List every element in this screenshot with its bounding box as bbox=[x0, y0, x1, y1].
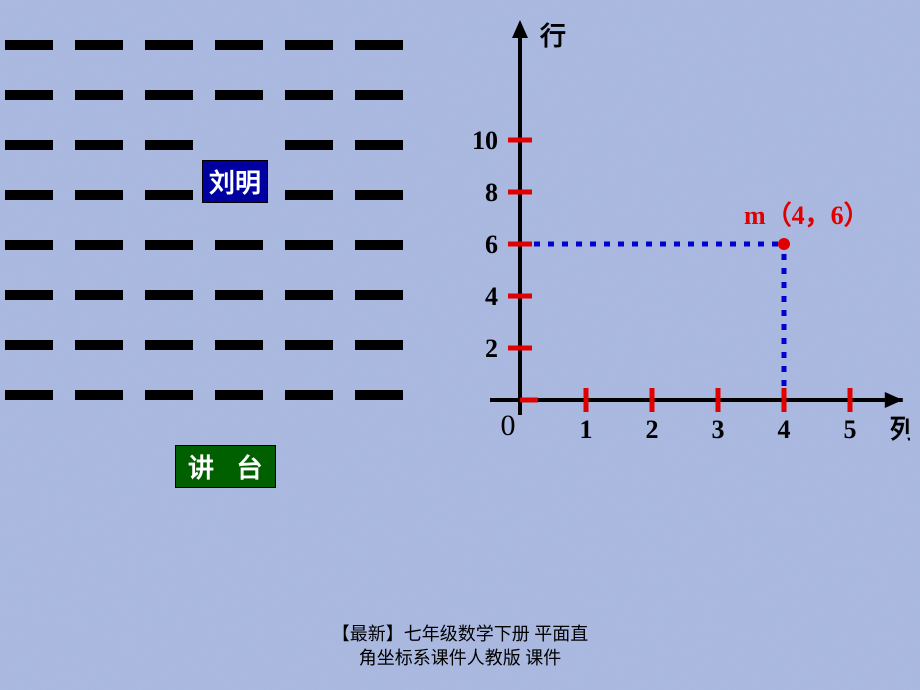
seat bbox=[215, 340, 263, 350]
seat bbox=[355, 340, 403, 350]
seat bbox=[215, 290, 263, 300]
y-tick-label: 2 bbox=[485, 334, 498, 363]
footer-text: 【最新】七年级数学下册 平面直 角坐标系课件人教版 课件 bbox=[0, 623, 920, 670]
seat bbox=[5, 390, 53, 400]
y-axis-arrow bbox=[512, 20, 528, 38]
seat bbox=[145, 190, 193, 200]
seat bbox=[215, 390, 263, 400]
seat-row bbox=[0, 140, 440, 150]
seating-chart bbox=[0, 40, 440, 440]
x-tick-label: 5 bbox=[844, 415, 857, 444]
seat bbox=[75, 140, 123, 150]
y-tick-label: 4 bbox=[485, 282, 498, 311]
point-label: m（4，6） bbox=[744, 201, 870, 230]
seat bbox=[75, 240, 123, 250]
y-axis-label: 行 bbox=[539, 21, 566, 51]
coordinate-chart: 1 2 3 4 5 2 4 6 8 10 0 行列 m（4，6） bbox=[440, 10, 910, 450]
seat bbox=[145, 90, 193, 100]
seat bbox=[145, 290, 193, 300]
x-tick-label: 3 bbox=[712, 415, 725, 444]
seat bbox=[75, 340, 123, 350]
seat bbox=[5, 40, 53, 50]
seat bbox=[355, 90, 403, 100]
seat bbox=[145, 140, 193, 150]
seat bbox=[75, 40, 123, 50]
footer-line-2: 角坐标系课件人教版 课件 bbox=[0, 647, 920, 670]
seat bbox=[285, 240, 333, 250]
footer-line-1: 【最新】七年级数学下册 平面直 bbox=[0, 623, 920, 646]
seat bbox=[5, 340, 53, 350]
seat bbox=[355, 190, 403, 200]
seat-row bbox=[0, 340, 440, 350]
podium-label: 讲 台 bbox=[175, 445, 276, 488]
seat bbox=[5, 90, 53, 100]
seat bbox=[75, 390, 123, 400]
seat bbox=[355, 240, 403, 250]
y-tick-label: 10 bbox=[472, 126, 498, 155]
seat bbox=[355, 290, 403, 300]
seat bbox=[355, 140, 403, 150]
seat-row bbox=[0, 40, 440, 50]
seat bbox=[215, 240, 263, 250]
seat-row bbox=[0, 240, 440, 250]
seat bbox=[285, 290, 333, 300]
y-tick-label: 8 bbox=[485, 178, 498, 207]
seat bbox=[5, 240, 53, 250]
seat bbox=[355, 40, 403, 50]
seat bbox=[75, 290, 123, 300]
seat bbox=[285, 40, 333, 50]
seat bbox=[75, 190, 123, 200]
origin-label: 0 bbox=[501, 409, 516, 442]
seat bbox=[355, 390, 403, 400]
seat bbox=[145, 240, 193, 250]
seat bbox=[5, 290, 53, 300]
seat-row bbox=[0, 390, 440, 400]
seat bbox=[145, 390, 193, 400]
seat bbox=[285, 140, 333, 150]
seat bbox=[5, 140, 53, 150]
seat bbox=[285, 190, 333, 200]
seat bbox=[5, 190, 53, 200]
seat bbox=[285, 340, 333, 350]
seat bbox=[285, 90, 333, 100]
seat bbox=[145, 40, 193, 50]
x-axis-arrow bbox=[885, 392, 903, 408]
seat bbox=[285, 390, 333, 400]
x-tick-label: 1 bbox=[580, 415, 593, 444]
seat bbox=[75, 90, 123, 100]
seat bbox=[215, 40, 263, 50]
seat-row bbox=[0, 290, 440, 300]
seat bbox=[145, 340, 193, 350]
x-tick-label: 4 bbox=[778, 415, 791, 444]
y-tick-label: 6 bbox=[485, 230, 498, 259]
student-label: 刘明 bbox=[202, 160, 268, 203]
x-axis-label: 列 bbox=[890, 415, 910, 444]
x-tick-label: 2 bbox=[646, 415, 659, 444]
seat bbox=[215, 90, 263, 100]
seat-row bbox=[0, 90, 440, 100]
plotted-point bbox=[778, 238, 790, 250]
